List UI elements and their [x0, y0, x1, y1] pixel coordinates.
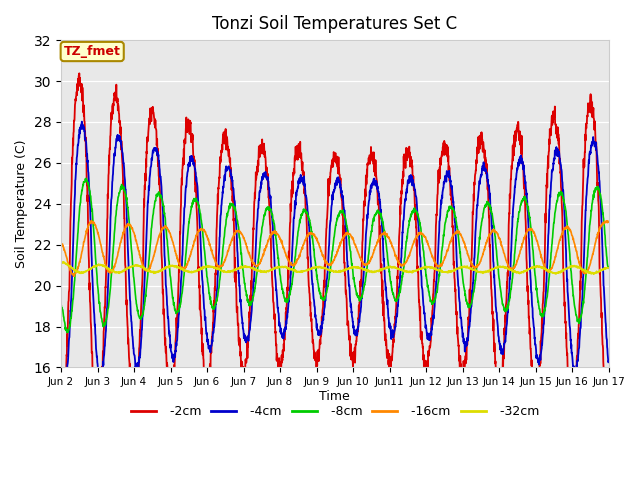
-8cm — [64, 329, 72, 335]
-2cm — [363, 167, 371, 172]
-8cm — [211, 306, 218, 312]
Line: -2cm: -2cm — [61, 73, 609, 439]
Line: -32cm: -32cm — [61, 262, 609, 274]
-4cm — [78, 119, 86, 124]
-32cm — [572, 264, 580, 270]
-2cm — [76, 71, 83, 76]
-8cm — [572, 312, 580, 318]
-16cm — [605, 218, 612, 224]
-2cm — [211, 301, 218, 307]
-32cm — [57, 260, 65, 265]
-8cm — [351, 284, 359, 289]
-8cm — [363, 266, 371, 272]
-2cm — [572, 374, 580, 380]
-32cm — [552, 271, 560, 277]
-32cm — [557, 268, 564, 274]
-4cm — [351, 329, 359, 335]
-32cm — [363, 268, 371, 274]
Line: -8cm: -8cm — [61, 179, 609, 332]
-4cm — [495, 333, 502, 339]
Legend:  -2cm,  -4cm,  -8cm,  -16cm,  -32cm: -2cm, -4cm, -8cm, -16cm, -32cm — [125, 400, 544, 423]
-2cm — [57, 427, 65, 433]
-4cm — [363, 221, 371, 227]
-16cm — [363, 261, 371, 267]
-8cm — [83, 176, 90, 181]
-16cm — [70, 273, 77, 279]
-16cm — [557, 234, 564, 240]
-8cm — [605, 264, 612, 270]
-16cm — [495, 233, 502, 239]
-2cm — [58, 436, 66, 442]
-2cm — [557, 168, 564, 174]
-16cm — [572, 247, 580, 253]
-4cm — [557, 162, 564, 168]
-4cm — [61, 389, 68, 395]
Line: -4cm: -4cm — [61, 121, 609, 392]
-8cm — [557, 189, 564, 194]
-2cm — [495, 384, 502, 390]
-4cm — [572, 369, 580, 375]
-8cm — [495, 266, 502, 272]
-2cm — [351, 360, 359, 366]
-32cm — [605, 265, 612, 271]
-32cm — [60, 259, 67, 264]
-32cm — [210, 265, 218, 271]
-2cm — [605, 430, 612, 435]
Title: Tonzi Soil Temperatures Set C: Tonzi Soil Temperatures Set C — [212, 15, 458, 33]
Line: -16cm: -16cm — [61, 220, 609, 276]
-4cm — [57, 380, 65, 385]
-16cm — [88, 217, 95, 223]
Text: TZ_fmet: TZ_fmet — [64, 45, 121, 58]
-8cm — [57, 303, 65, 309]
-16cm — [351, 241, 359, 247]
-4cm — [605, 358, 612, 364]
-16cm — [57, 241, 65, 247]
-32cm — [351, 264, 358, 270]
X-axis label: Time: Time — [319, 390, 350, 403]
-16cm — [211, 256, 218, 262]
-32cm — [494, 264, 502, 269]
Y-axis label: Soil Temperature (C): Soil Temperature (C) — [15, 140, 28, 268]
-4cm — [211, 324, 218, 329]
